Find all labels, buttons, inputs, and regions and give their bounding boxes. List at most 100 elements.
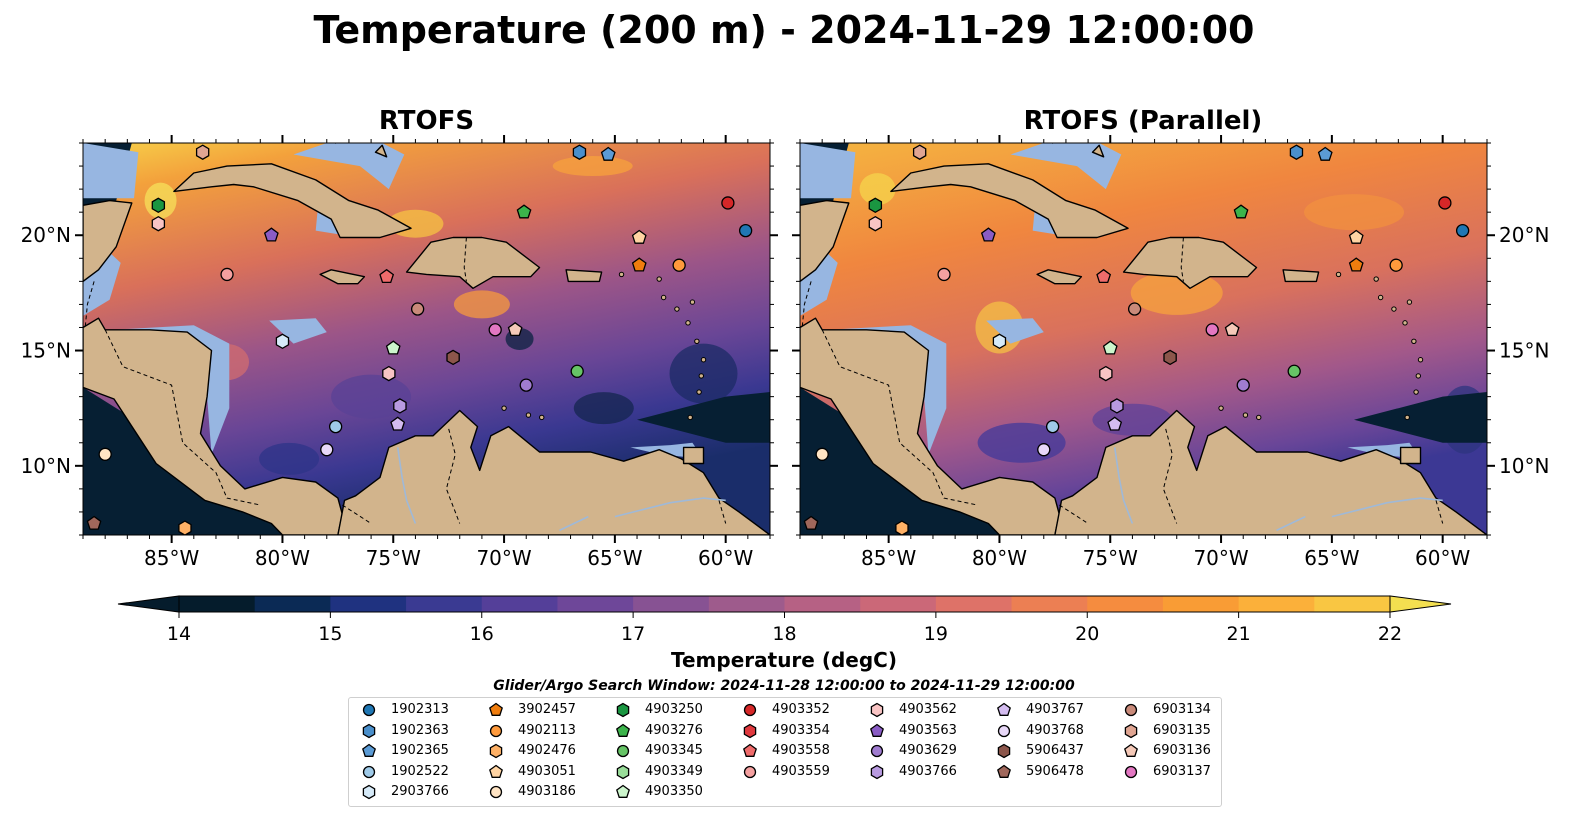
- legend-marker-4903563: [870, 723, 884, 737]
- river: [1331, 497, 1443, 518]
- land: [319, 269, 366, 285]
- float-marker-6903134: [1127, 302, 1142, 316]
- pentagon-marker-icon: [489, 764, 503, 778]
- legend-marker-6903136: [1124, 743, 1138, 757]
- float-marker-4903345: [570, 364, 584, 378]
- land: [800, 199, 850, 283]
- legend-entry-label: 1902365: [391, 743, 449, 758]
- legend-entry-label: 1902363: [391, 722, 449, 738]
- legend-entry-label: 6903135: [1153, 722, 1211, 738]
- legend: 1902313 1902363 1902365 1902522 2903766 39024…: [348, 697, 1222, 807]
- small-island: [685, 320, 691, 326]
- float-marker-4903563: [980, 227, 996, 242]
- colorbar-extend-min: [117, 595, 180, 613]
- circle-marker-icon: [1124, 765, 1138, 778]
- float-marker-4903629: [1236, 378, 1250, 392]
- float-marker-3902457: [1348, 257, 1364, 272]
- colorbar-tick-label: 15: [318, 623, 342, 645]
- colorbar-bin: [935, 596, 1013, 612]
- hexagon-marker-icon: [997, 743, 1011, 759]
- shallow-shelf: [986, 318, 1044, 344]
- small-island: [1218, 405, 1224, 411]
- float-marker-4903051: [1348, 229, 1364, 244]
- circle-marker-icon: [997, 724, 1011, 737]
- legend-entry-label: 4903349: [645, 763, 703, 779]
- land: [374, 144, 388, 158]
- legend-entry-label: 4903767: [1026, 702, 1084, 717]
- colorbar-bin: [1011, 596, 1088, 612]
- circle-marker-icon: [870, 744, 884, 758]
- colorbar: 14 15 16 17 18 19 20 21 22: [117, 595, 1452, 645]
- hexagon-marker-icon: [362, 784, 376, 800]
- colorbar-bin: [1087, 596, 1164, 612]
- small-island: [618, 271, 625, 278]
- land: [1122, 236, 1258, 289]
- float-marker-1902363: [572, 144, 587, 160]
- float-marker-4903562: [868, 215, 883, 232]
- land: [337, 409, 770, 535]
- pentagon-marker-icon: [743, 743, 757, 757]
- lon-tick-label: 65°W: [587, 546, 642, 570]
- float-marker-4903563: [263, 227, 279, 242]
- pentagon-marker-icon: [870, 723, 884, 737]
- land: [1051, 143, 1054, 144]
- float-marker-1902313: [738, 223, 753, 238]
- small-island: [1417, 357, 1424, 363]
- legend-entry-label: 6903137: [1153, 763, 1211, 779]
- map-panel-rtofs: 85°W 80°W 75°W 70°W 65°W 60°W 10°N 15°N 20°N: [21, 135, 778, 570]
- temperature-feature: [453, 290, 510, 319]
- lon-tick-label: 80°W: [255, 546, 310, 570]
- hexagon-marker-icon: [1124, 723, 1138, 738]
- legend-entry-label: 4903051: [518, 763, 576, 779]
- small-island: [1413, 389, 1419, 395]
- float-marker-4903250: [868, 197, 883, 214]
- lat-tick-label: 10°N: [21, 454, 71, 478]
- float-marker-5906437: [1163, 349, 1177, 366]
- lon-tick-label: 85°W: [861, 546, 916, 570]
- colorbar-bin: [1162, 596, 1240, 612]
- small-island: [525, 412, 532, 418]
- legend-marker-3902457: [489, 702, 503, 716]
- lat-tick-label: 15°N: [21, 339, 71, 363]
- small-island: [694, 338, 700, 345]
- legend-marker-4902113: [489, 724, 503, 737]
- legend-marker-4902476: [489, 743, 503, 759]
- legend-entry-label: 2903766: [391, 784, 449, 799]
- float-marker-4903768: [1037, 443, 1051, 457]
- small-island: [1406, 299, 1413, 305]
- country-border: [801, 281, 812, 328]
- shallow-shelf: [269, 318, 327, 344]
- circle-marker-icon: [362, 765, 376, 778]
- land: [405, 236, 541, 289]
- land: [83, 317, 343, 535]
- colorbar-tick-label: 14: [167, 623, 191, 645]
- circle-marker-icon: [362, 703, 376, 717]
- pentagon-marker-icon: [616, 723, 630, 737]
- legend-marker-4903767: [997, 702, 1011, 716]
- legend-entry-label: 4903562: [899, 702, 957, 717]
- float-marker-4902476: [895, 520, 909, 535]
- colorbar-bin: [860, 596, 937, 612]
- float-marker-5906478: [86, 515, 102, 530]
- legend-marker-4903345: [616, 744, 630, 758]
- lat-tick-label: 20°N: [1499, 223, 1549, 247]
- legend-marker-5906478: [997, 764, 1011, 778]
- pentagon-marker-icon: [1124, 743, 1138, 757]
- float-marker-1902365: [1317, 146, 1333, 161]
- float-marker-4903350: [1102, 340, 1118, 355]
- legend-title: Glider/Argo Search Window: 2024-11-28 12…: [493, 678, 1075, 694]
- small-island: [674, 306, 680, 312]
- legend-entry-label: 4902476: [518, 743, 576, 758]
- legend-entry-label: 4903250: [645, 702, 703, 717]
- colorbar-bin: [557, 596, 634, 612]
- pentagon-marker-icon: [362, 743, 376, 757]
- river: [396, 447, 417, 524]
- legend-entry-label: 6903136: [1153, 743, 1211, 758]
- river: [1113, 447, 1134, 524]
- float-marker-1902522: [328, 419, 343, 434]
- lon-tick-label: 85°W: [144, 546, 199, 570]
- colorbar-bin: [1314, 596, 1391, 612]
- circle-marker-icon: [489, 785, 503, 799]
- legend-entry-label: 4903559: [772, 763, 830, 779]
